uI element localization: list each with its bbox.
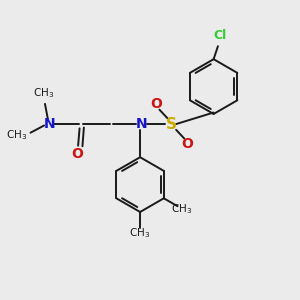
Text: O: O [71, 147, 83, 161]
Text: Cl: Cl [213, 29, 226, 42]
Text: N: N [136, 117, 147, 131]
Text: S: S [166, 117, 177, 132]
Text: O: O [150, 97, 162, 111]
Text: N: N [44, 117, 55, 131]
Text: CH$_3$: CH$_3$ [34, 86, 55, 100]
Text: CH$_3$: CH$_3$ [171, 202, 192, 216]
Text: CH$_3$: CH$_3$ [130, 226, 151, 240]
Text: O: O [182, 137, 194, 151]
Text: CH$_3$: CH$_3$ [6, 128, 27, 142]
